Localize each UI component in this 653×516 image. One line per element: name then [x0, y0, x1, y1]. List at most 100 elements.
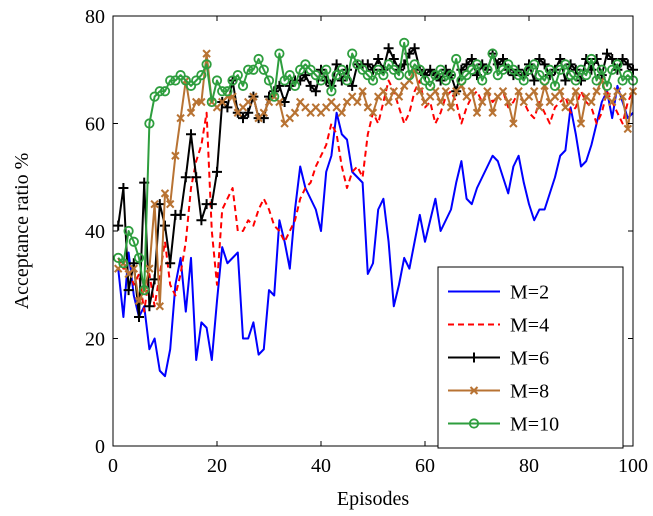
data-point-M=6: [550, 64, 560, 75]
data-point-M=8: [368, 108, 378, 117]
data-point-M=6: [570, 64, 581, 75]
data-point-M=10: [139, 285, 150, 296]
data-point-M=8: [587, 97, 596, 107]
data-point-M=10: [440, 75, 451, 86]
data-point-M=6: [165, 258, 176, 269]
data-point-M=10: [419, 75, 431, 86]
legend-item: M=10: [448, 414, 559, 436]
data-point-M=10: [612, 59, 623, 70]
data-point-M=10: [159, 86, 171, 97]
data-point-M=10: [456, 75, 467, 86]
data-point-M=10: [326, 86, 337, 97]
legend-marker: [469, 352, 479, 363]
legend-marker: [469, 386, 479, 395]
data-point-M=10: [549, 80, 561, 91]
legend-item: M=8: [448, 381, 549, 403]
series-M=4: [117, 79, 634, 313]
data-point-M=10: [508, 64, 519, 75]
data-point-M=6: [238, 113, 248, 124]
data-point-M=8: [415, 87, 425, 96]
data-point-M=6: [508, 70, 519, 81]
data-point-M=6: [144, 301, 155, 312]
legend: M=2 M=4 M=6 M=8 M=10: [437, 266, 624, 449]
data-point-M=8: [509, 119, 518, 128]
data-point-M=8: [472, 108, 482, 117]
data-point-M=10: [414, 64, 425, 75]
data-point-M=6: [617, 54, 628, 64]
data-point-M=8: [379, 87, 388, 96]
data-point-M=10: [128, 236, 139, 247]
data-point-M=10: [617, 75, 628, 86]
data-point-M=6: [305, 80, 316, 91]
data-point-M=10: [185, 80, 197, 91]
data-point-M=8: [436, 97, 445, 107]
data-point-M=10: [378, 70, 389, 81]
data-point-M=10: [539, 75, 550, 86]
data-point-M=10: [347, 48, 358, 59]
data-point-M=8: [171, 151, 180, 160]
data-point-M=6: [316, 64, 326, 75]
data-point-M=10: [237, 80, 249, 91]
data-point-M=6: [622, 59, 633, 70]
data-point-M=6: [461, 59, 472, 70]
data-point-M=10: [503, 59, 514, 70]
data-point-M=6: [191, 172, 202, 183]
data-point-M=10: [180, 75, 191, 86]
data-point-M=8: [353, 97, 362, 107]
data-point-M=6: [373, 54, 384, 64]
data-point-M=10: [383, 59, 394, 70]
legend-label: M=6: [510, 348, 549, 370]
data-point-M=6: [258, 113, 269, 124]
data-point-M=10: [492, 70, 503, 81]
x-tick-label: 40: [311, 455, 331, 477]
data-point-M=6: [331, 59, 342, 70]
data-point-M=10: [471, 59, 483, 70]
data-point-M=10: [232, 70, 243, 81]
data-point-M=8: [155, 302, 165, 311]
data-point-M=6: [524, 59, 534, 70]
data-point-M=6: [466, 54, 477, 64]
data-point-M=10: [263, 75, 275, 86]
x-tick-label: 20: [207, 455, 227, 477]
data-point-M=10: [253, 53, 264, 65]
data-point-M=8: [441, 87, 451, 96]
data-point-M=10: [118, 258, 129, 269]
data-point-M=6: [503, 64, 514, 75]
data-point-M=10: [523, 64, 535, 75]
data-point-M=10: [113, 252, 124, 263]
data-point-M=10: [399, 37, 410, 48]
data-point-M=10: [555, 64, 566, 75]
data-point-M=8: [259, 108, 269, 117]
data-point-M=6: [212, 166, 222, 177]
data-point-M=8: [186, 108, 196, 117]
data-point-M=6: [128, 258, 139, 269]
data-point-M=8: [467, 87, 477, 96]
data-point-M=8: [165, 199, 175, 209]
data-point-M=6: [607, 54, 618, 64]
data-point-M=6: [362, 59, 373, 70]
x-tick-label: 80: [519, 455, 539, 477]
data-point-M=6: [513, 64, 524, 75]
data-point-M=10: [165, 75, 176, 86]
data-point-M=8: [514, 87, 523, 96]
data-point-M=6: [196, 215, 207, 226]
data-point-M=6: [113, 220, 124, 231]
data-point-M=8: [197, 97, 206, 107]
data-point-M=10: [289, 80, 301, 91]
data-point-M=6: [243, 107, 254, 118]
data-point-M=8: [150, 199, 159, 209]
data-point-M=10: [321, 64, 332, 75]
data-point-M=10: [341, 75, 353, 86]
data-point-M=6: [539, 59, 550, 70]
data-point-M=10: [248, 64, 259, 75]
data-point-M=10: [352, 59, 363, 70]
data-point-M=10: [154, 86, 165, 97]
data-point-M=6: [180, 172, 191, 183]
data-point-M=8: [337, 108, 347, 117]
data-point-M=8: [477, 97, 487, 107]
data-point-M=6: [477, 59, 488, 70]
data-point-M=6: [134, 312, 144, 322]
data-point-M=10: [211, 75, 223, 86]
data-point-M=10: [581, 70, 592, 81]
data-point-M=10: [622, 70, 633, 81]
